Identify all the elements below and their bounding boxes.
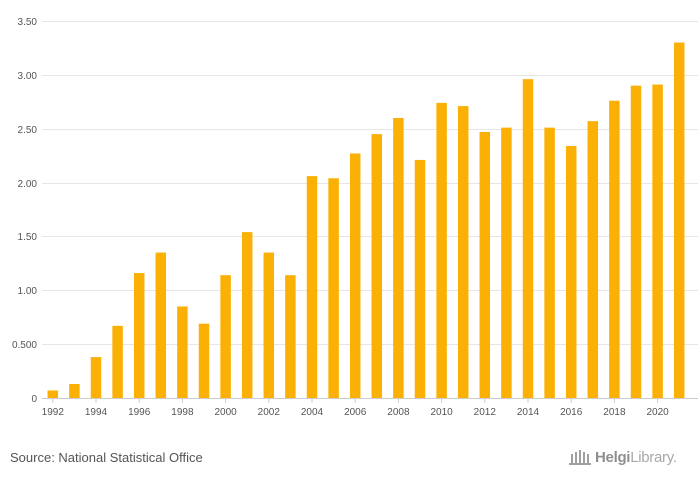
x-tick-label: 1992	[42, 407, 65, 418]
bars	[47, 42, 685, 399]
axes: 0 0.500 1.00 1.50 2.00 2.50 3.00 3.50 1992 1994 19…	[12, 17, 698, 418]
bar-2008	[393, 117, 404, 398]
y-tick-label: 0	[31, 394, 37, 405]
source-note: Source: National Statistical Office	[10, 450, 203, 465]
bar-2014	[522, 79, 534, 399]
library-building-icon	[569, 450, 591, 465]
bar-1993	[69, 384, 80, 398]
bar-2000	[220, 275, 231, 398]
bar-2006	[349, 153, 361, 398]
x-tick-label: 1994	[85, 407, 108, 418]
bar-2019	[630, 85, 642, 398]
bar-2016	[565, 145, 577, 398]
y-tick-label: 3.00	[18, 71, 38, 82]
helgi-library-logo: HelgiLibrary.	[568, 448, 677, 466]
x-tick-label: 2002	[258, 407, 281, 418]
bar-2010	[436, 102, 447, 399]
bar-2013	[501, 127, 512, 398]
bar-2020	[652, 84, 663, 399]
bar-1999	[198, 323, 210, 398]
y-tick-label: 2.50	[18, 125, 38, 136]
bar-2005	[328, 178, 339, 398]
x-tick-label: 1998	[171, 407, 194, 418]
bar-1998	[177, 306, 188, 398]
y-tick-label: 1.00	[18, 286, 38, 297]
grid-lines	[42, 21, 698, 345]
bar-2012	[479, 131, 491, 398]
x-tick-label: 2020	[646, 407, 669, 418]
x-tick-label: 2006	[344, 407, 367, 418]
x-tick-label: 2000	[214, 407, 237, 418]
bar-2017	[587, 121, 599, 399]
bar-2004	[306, 176, 318, 398]
y-tick-label: 2.00	[18, 179, 38, 190]
y-tick-label: 3.50	[18, 17, 38, 28]
bar-2001	[241, 232, 253, 398]
bar-2021	[673, 42, 685, 398]
x-tick-label: 2014	[517, 407, 540, 418]
y-tick-label: 0.500	[12, 340, 37, 351]
bar-2003	[285, 275, 296, 398]
bar-1996	[133, 273, 145, 398]
x-tick-label: 1996	[128, 407, 151, 418]
bar-1997	[155, 252, 167, 398]
bar-1992	[47, 390, 59, 398]
x-tick-label: 2008	[387, 407, 410, 418]
y-tick-label: 1.50	[18, 232, 38, 243]
x-tick-label: 2018	[603, 407, 626, 418]
x-tick-label: 2016	[560, 407, 583, 418]
bar-2011	[457, 106, 469, 398]
bar-1994	[90, 357, 102, 398]
x-tick-label: 2012	[474, 407, 497, 418]
bar-2009	[414, 159, 426, 398]
bar-chart: 0 0.500 1.00 1.50 2.00 2.50 3.00 3.50 1992 1994 19…	[12, 17, 698, 418]
x-tick-label: 2004	[301, 407, 324, 418]
logo-text-bold: Helgi	[595, 448, 631, 466]
logo-text-rest: Library.	[630, 448, 677, 466]
x-tick-label: 2010	[430, 407, 453, 418]
bar-2007	[371, 134, 383, 398]
bar-1995	[112, 325, 123, 398]
bar-2015	[544, 127, 555, 398]
bar-2002	[263, 252, 275, 398]
bar-2018	[609, 100, 620, 399]
